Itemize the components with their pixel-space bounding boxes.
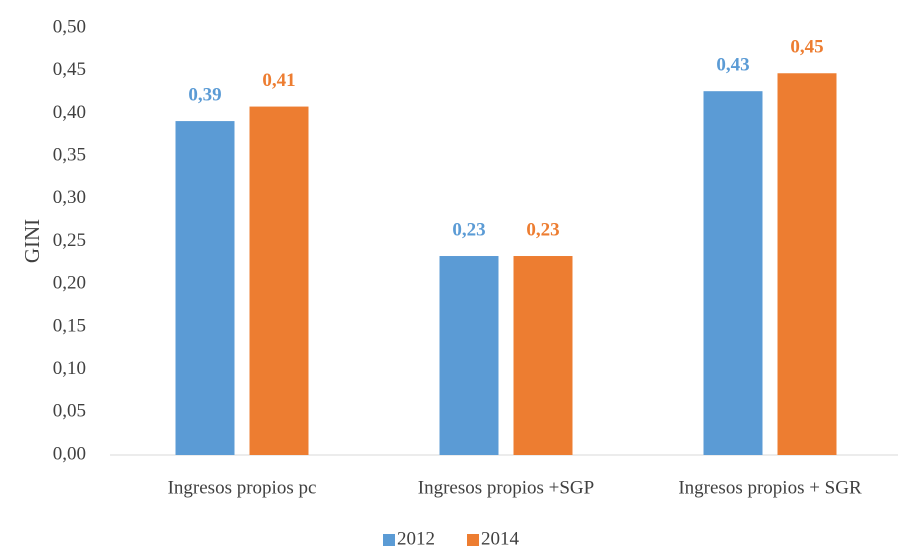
value-label: 0,41: [262, 70, 295, 91]
bar: [513, 256, 573, 455]
x-tick-label: Ingresos propios + SGR: [678, 477, 862, 498]
y-tick-label: 0,50: [53, 16, 86, 37]
y-tick-label: 0,30: [53, 187, 86, 208]
legend-swatch: [383, 534, 395, 546]
bar: [249, 106, 309, 456]
value-label: 0,23: [526, 219, 559, 240]
legend-swatch: [467, 534, 479, 546]
value-label: 0,23: [452, 219, 485, 240]
y-tick-label: 0,40: [53, 102, 86, 123]
value-label: 0,45: [790, 37, 823, 58]
y-tick-label: 0,05: [53, 401, 86, 422]
y-tick-label: 0,45: [53, 59, 86, 80]
legend-label: 2012: [397, 528, 435, 548]
x-tick-label: Ingresos propios pc: [168, 477, 317, 498]
y-tick-label: 0,15: [53, 315, 86, 336]
y-axis-label: GINI: [20, 219, 44, 263]
bar: [703, 91, 763, 456]
bar: [439, 256, 499, 455]
legend-label: 2014: [481, 528, 520, 548]
y-tick-label: 0,00: [53, 443, 86, 464]
y-tick-label: 0,20: [53, 273, 86, 294]
value-label: 0,39: [188, 84, 221, 105]
bar: [175, 121, 235, 455]
x-tick-label: Ingresos propios +SGP: [418, 477, 594, 498]
value-label: 0,43: [716, 55, 749, 76]
bar: [777, 73, 837, 456]
y-tick-label: 0,35: [53, 144, 86, 165]
y-tick-label: 0,10: [53, 358, 86, 379]
y-tick-label: 0,25: [53, 230, 86, 251]
